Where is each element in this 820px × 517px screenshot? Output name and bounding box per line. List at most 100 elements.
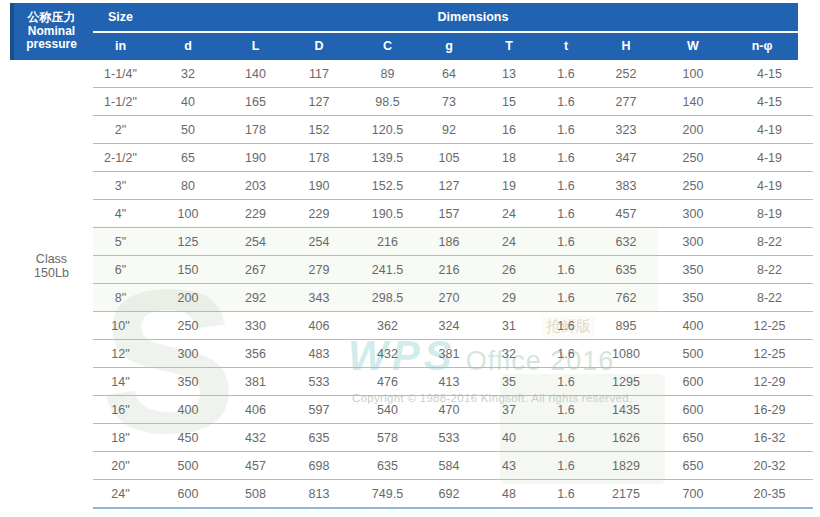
value-cell: 73 xyxy=(420,88,478,116)
value-cell: 347 xyxy=(592,144,660,172)
value-cell: 18 xyxy=(478,144,540,172)
value-cell: 600 xyxy=(660,368,726,396)
value-cell: 200 xyxy=(660,116,726,144)
value-cell: 125 xyxy=(148,228,228,256)
value-cell: 700 xyxy=(660,480,726,509)
value-cell: 400 xyxy=(660,312,726,340)
value-cell: 100 xyxy=(660,60,726,88)
value-cell: 1.6 xyxy=(540,228,592,256)
value-cell: 1.6 xyxy=(540,424,592,452)
nominal-pressure-en1: Nominal xyxy=(28,25,75,39)
value-cell: 1.6 xyxy=(540,60,592,88)
size-cell: 10" xyxy=(93,312,148,340)
size-cell: 1-1/2" xyxy=(93,88,148,116)
column-header-n-φ: n-φ xyxy=(726,33,798,60)
table-header: 公称压力 Nominal pressure Size Dimensions in… xyxy=(10,3,798,60)
value-cell: 300 xyxy=(148,340,228,368)
value-cell: 895 xyxy=(592,312,660,340)
dimension-column-headers: indLDCgTtHWn-φ xyxy=(93,33,798,60)
dimensions-table: 1-1/4"321401178964131.62521004-151-1/2"4… xyxy=(93,60,813,509)
value-cell: 635 xyxy=(355,452,420,480)
value-cell: 381 xyxy=(228,368,283,396)
table-row: 1-1/2"4016512798.573151.62771404-15 xyxy=(93,88,813,116)
value-cell: 476 xyxy=(355,368,420,396)
value-cell: 277 xyxy=(592,88,660,116)
value-cell: 432 xyxy=(228,424,283,452)
value-cell: 190.5 xyxy=(355,200,420,228)
value-cell: 470 xyxy=(420,396,478,424)
size-cell: 20" xyxy=(93,452,148,480)
value-cell: 16 xyxy=(478,116,540,144)
value-cell: 597 xyxy=(283,396,355,424)
value-cell: 267 xyxy=(228,256,283,284)
value-cell: 16-32 xyxy=(726,424,813,452)
size-cell: 6" xyxy=(93,256,148,284)
pressure-class-line1: Class xyxy=(10,253,93,267)
size-cell: 2-1/2" xyxy=(93,144,148,172)
value-cell: 140 xyxy=(228,60,283,88)
value-cell: 16-29 xyxy=(726,396,813,424)
value-cell: 12-25 xyxy=(726,340,813,368)
column-header-L: L xyxy=(228,33,283,60)
value-cell: 650 xyxy=(660,424,726,452)
value-cell: 190 xyxy=(228,144,283,172)
value-cell: 150 xyxy=(148,256,228,284)
dimensions-group-header: Dimensions xyxy=(148,3,798,31)
value-cell: 4-19 xyxy=(726,116,813,144)
value-cell: 32 xyxy=(148,60,228,88)
size-cell: 24" xyxy=(93,480,148,509)
value-cell: 127 xyxy=(420,172,478,200)
value-cell: 98.5 xyxy=(355,88,420,116)
value-cell: 540 xyxy=(355,396,420,424)
value-cell: 383 xyxy=(592,172,660,200)
valve-dimensions-table-page: S WPS Office 2016 抢鲜版 Copyright © 1988-2… xyxy=(0,0,820,517)
value-cell: 270 xyxy=(420,284,478,312)
value-cell: 178 xyxy=(283,144,355,172)
column-header-t: t xyxy=(540,33,592,60)
value-cell: 152 xyxy=(283,116,355,144)
size-cell: 4" xyxy=(93,200,148,228)
value-cell: 43 xyxy=(478,452,540,480)
table-row: 5"125254254216186241.66323008-22 xyxy=(93,228,813,256)
value-cell: 279 xyxy=(283,256,355,284)
value-cell: 12-29 xyxy=(726,368,813,396)
value-cell: 24 xyxy=(478,228,540,256)
value-cell: 324 xyxy=(420,312,478,340)
value-cell: 4-15 xyxy=(726,60,813,88)
value-cell: 40 xyxy=(478,424,540,452)
value-cell: 400 xyxy=(148,396,228,424)
value-cell: 1.6 xyxy=(540,256,592,284)
value-cell: 362 xyxy=(355,312,420,340)
value-cell: 24 xyxy=(478,200,540,228)
value-cell: 254 xyxy=(228,228,283,256)
column-header-C: C xyxy=(355,33,420,60)
value-cell: 323 xyxy=(592,116,660,144)
table-row: 12"300356483432381321.6108050012-25 xyxy=(93,340,813,368)
value-cell: 32 xyxy=(478,340,540,368)
value-cell: 350 xyxy=(660,256,726,284)
table-row: 8"200292343298.5270291.67623508-22 xyxy=(93,284,813,312)
value-cell: 500 xyxy=(148,452,228,480)
value-cell: 31 xyxy=(478,312,540,340)
value-cell: 457 xyxy=(592,200,660,228)
value-cell: 343 xyxy=(283,284,355,312)
table-row: 16"400406597540470371.6143560016-29 xyxy=(93,396,813,424)
value-cell: 600 xyxy=(148,480,228,509)
value-cell: 89 xyxy=(355,60,420,88)
value-cell: 250 xyxy=(660,144,726,172)
value-cell: 152.5 xyxy=(355,172,420,200)
value-cell: 1295 xyxy=(592,368,660,396)
value-cell: 635 xyxy=(592,256,660,284)
value-cell: 1829 xyxy=(592,452,660,480)
value-cell: 578 xyxy=(355,424,420,452)
value-cell: 450 xyxy=(148,424,228,452)
value-cell: 500 xyxy=(660,340,726,368)
value-cell: 413 xyxy=(420,368,478,396)
column-header-d: d xyxy=(148,33,228,60)
value-cell: 8-19 xyxy=(726,200,813,228)
column-header-in: in xyxy=(93,33,148,60)
table-row: 4"100229229190.5157241.64573008-19 xyxy=(93,200,813,228)
value-cell: 105 xyxy=(420,144,478,172)
value-cell: 64 xyxy=(420,60,478,88)
value-cell: 533 xyxy=(283,368,355,396)
